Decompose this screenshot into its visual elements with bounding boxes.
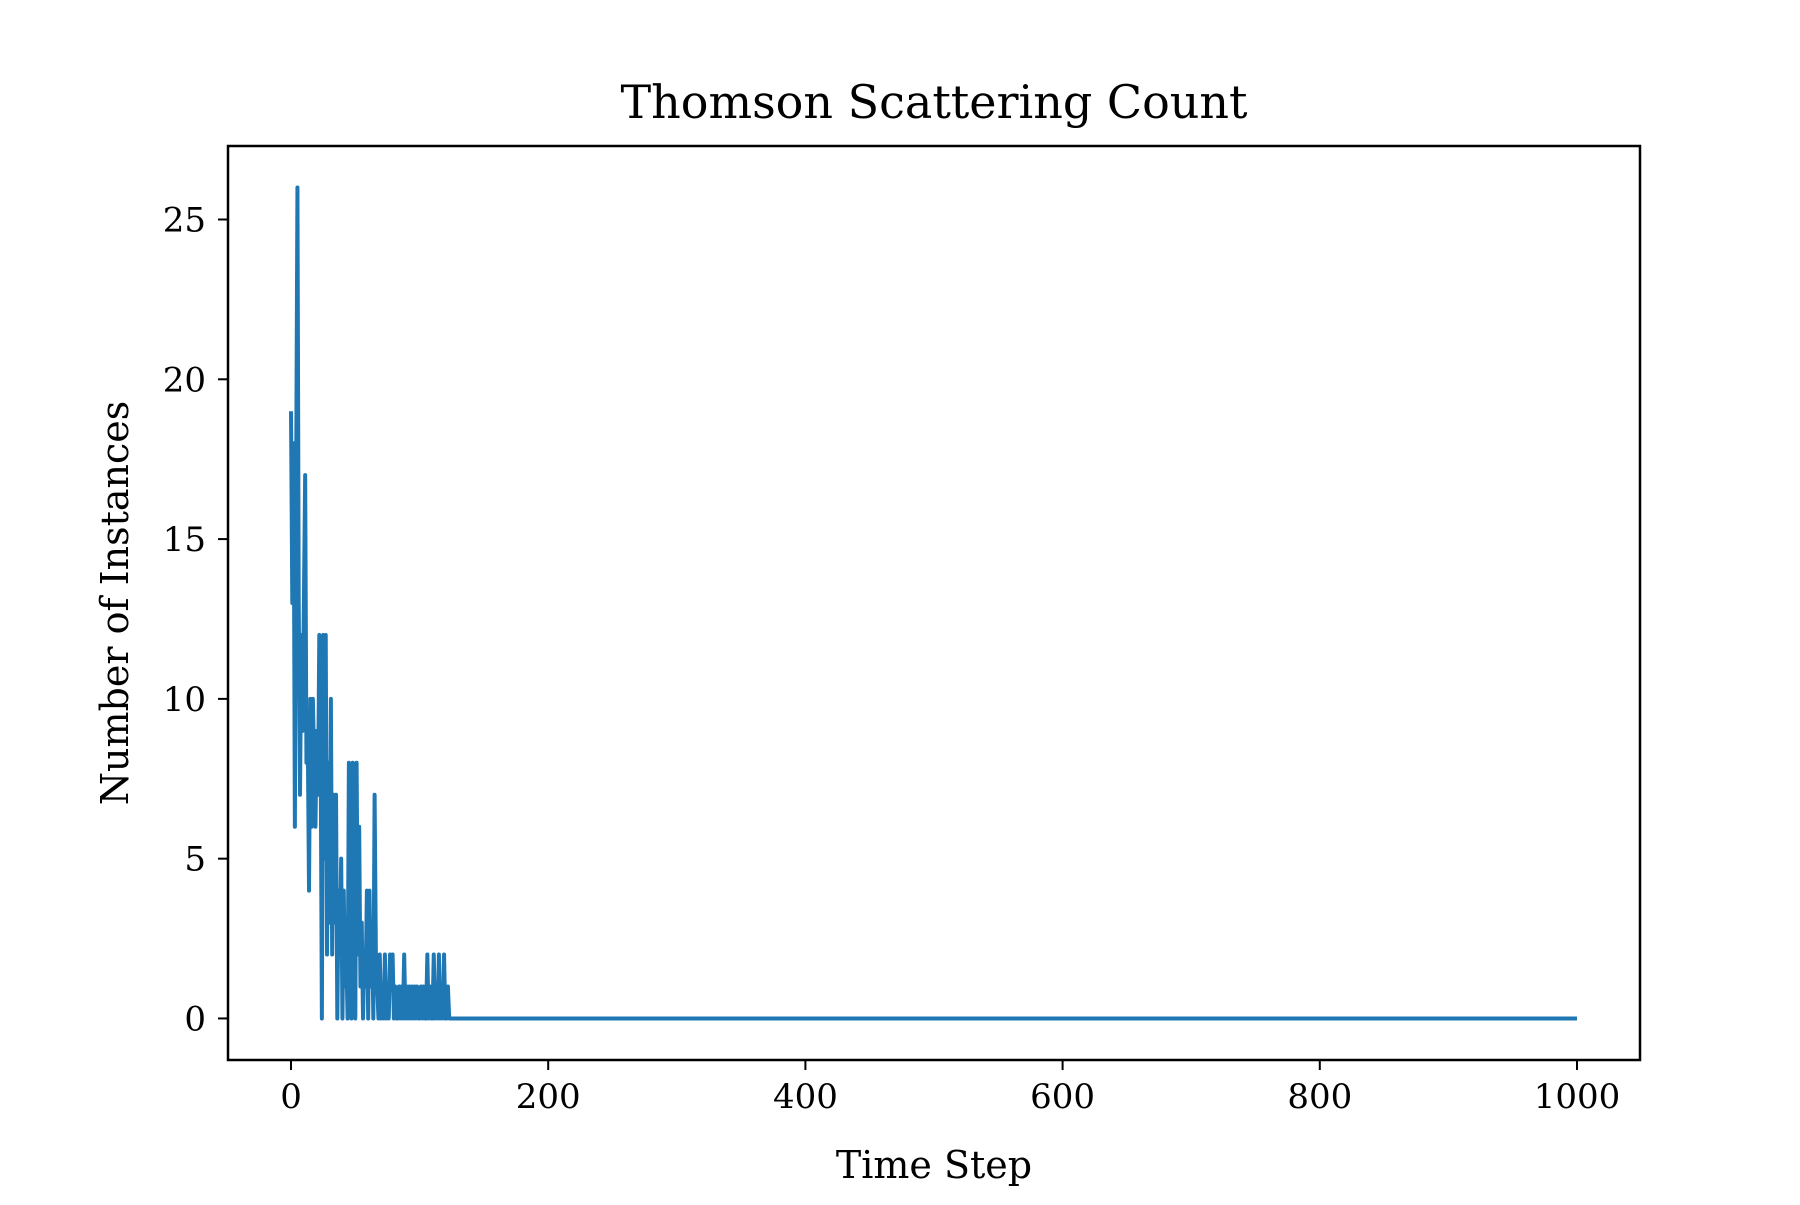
chart-title: Thomson Scattering Count [620, 75, 1248, 129]
x-tick-label: 600 [1030, 1077, 1095, 1117]
y-tick-label: 20 [163, 360, 206, 400]
y-tick-label: 10 [163, 680, 206, 720]
y-tick-label: 15 [163, 520, 206, 560]
x-tick-label: 800 [1287, 1077, 1352, 1117]
x-tick-label: 200 [516, 1077, 581, 1117]
y-tick-label: 5 [184, 840, 206, 880]
y-axis-label: Number of Instances [93, 401, 137, 806]
plot-layer [289, 185, 1577, 1021]
x-axis-ticks: 0 200 400 600 800 1000 [280, 1060, 1620, 1117]
plot-frame [226, 144, 1642, 1062]
y-axis-ticks: 0 5 10 15 20 25 [163, 201, 228, 1039]
x-tick-label: 0 [280, 1077, 302, 1117]
x-tick-label: 1000 [1534, 1077, 1621, 1117]
y-tick-label: 0 [184, 999, 206, 1039]
series-line-0 [289, 185, 1577, 1021]
y-tick-label: 25 [163, 201, 206, 241]
x-axis-label: Time Step [836, 1143, 1032, 1187]
x-tick-label: 400 [773, 1077, 838, 1117]
